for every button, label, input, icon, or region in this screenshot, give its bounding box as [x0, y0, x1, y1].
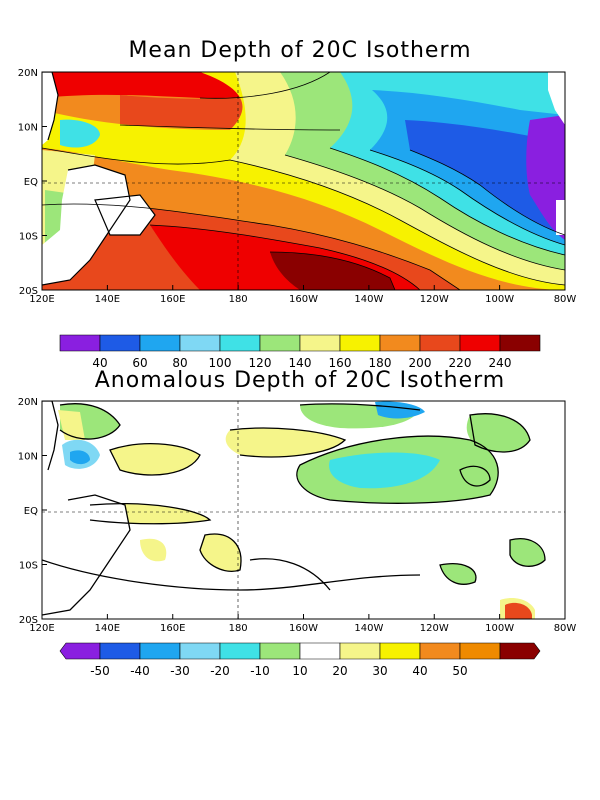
mean-colorbar-label-2: 80 [172, 356, 187, 370]
anomaly-colorbar-swatch-9 [419, 642, 461, 660]
anomaly-lon-label-0: 120E [29, 623, 54, 634]
anomaly-colorbar-label-1: -40 [130, 664, 150, 678]
mean-depth-map [42, 72, 565, 290]
anomaly-lat-label-0: 20N [18, 397, 38, 408]
mean-colorbar-label-8: 200 [409, 356, 432, 370]
mean-colorbar-swatch-8 [379, 334, 421, 352]
anomaly-colorbar-swatch-1 [99, 642, 141, 660]
mean-lon-label-5: 140W [354, 294, 383, 305]
anomaly-colorbar-swatch-2 [139, 642, 181, 660]
mean-colorbar-swatch-0 [59, 334, 101, 352]
anomaly-colorbar-swatch-11 [499, 642, 541, 660]
mean-lon-label-7: 100W [485, 294, 514, 305]
mean-colorbar-swatch-3 [179, 334, 221, 352]
anomaly-colorbar-label-6: 20 [332, 664, 347, 678]
mean-colorbar-label-9: 220 [449, 356, 472, 370]
mean-lon-label-6: 120W [420, 294, 449, 305]
anomaly-colorbar-label-8: 40 [412, 664, 427, 678]
mean-colorbar-label-3: 100 [209, 356, 232, 370]
mean-colorbar-swatch-2 [139, 334, 181, 352]
anomaly-colorbar-swatch-0 [59, 642, 101, 660]
anomaly-lat-label-1: 10N [18, 452, 38, 463]
anomaly-lat-label-4: 20S [19, 615, 38, 626]
mean-map-grid [42, 72, 565, 290]
mean-lon-label-8: 80W [554, 294, 577, 305]
mean-colorbar-label-5: 140 [289, 356, 312, 370]
mean-colorbar-label-0: 40 [92, 356, 107, 370]
anomaly-map-grid [42, 401, 565, 619]
anomaly-colorbar: -50 -40 -30 -20 -10 10 20 30 40 50 [59, 642, 541, 678]
anomaly-lon-label-4: 160W [289, 623, 318, 634]
anomaly-colorbar-label-9: 50 [452, 664, 467, 678]
mean-colorbar-swatch-10 [459, 334, 501, 352]
anomaly-colorbar-label-3: -20 [210, 664, 230, 678]
anomaly-lon-label-2: 160E [160, 623, 185, 634]
anomaly-lon-label-1: 140E [95, 623, 120, 634]
mean-lon-label-3: 180 [229, 294, 248, 305]
mean-lon-label-4: 160W [289, 294, 318, 305]
mean-colorbar-swatch-5 [259, 334, 301, 352]
anomaly-colorbar-label-0: -50 [90, 664, 110, 678]
anomaly-lon-label-3: 180 [229, 623, 248, 634]
mean-lat-label-1: 10N [18, 123, 38, 134]
mean-colorbar-label-6: 160 [329, 356, 352, 370]
anomaly-colorbar-swatch-10 [459, 642, 501, 660]
mean-lat-label-2: EQ [24, 177, 38, 188]
mean-colorbar-swatch-1 [99, 334, 141, 352]
anomaly-colorbar-label-4: -10 [250, 664, 270, 678]
mean-colorbar-swatch-9 [419, 334, 461, 352]
anomaly-lon-label-7: 100W [485, 623, 514, 634]
mean-colorbar-swatch-4 [219, 334, 261, 352]
anomaly-lon-label-6: 120W [420, 623, 449, 634]
anomaly-lat-label-2: EQ [24, 506, 38, 517]
mean-lon-label-1: 140E [95, 294, 120, 305]
mean-lat-label-0: 20N [18, 68, 38, 79]
anomaly-lat-label-3: 10S [19, 561, 38, 572]
mean-lon-label-2: 160E [160, 294, 185, 305]
mean-lat-label-4: 20S [19, 286, 38, 297]
anomaly-colorbar-swatch-3 [179, 642, 221, 660]
anomaly-colorbar-label-2: -30 [170, 664, 190, 678]
mean-colorbar-swatch-11 [499, 334, 541, 352]
anomaly-colorbar-label-5: 10 [292, 664, 307, 678]
anomaly-colorbar-label-7: 30 [372, 664, 387, 678]
mean-colorbar-label-1: 60 [132, 356, 147, 370]
anomaly-colorbar-swatch-5 [259, 642, 301, 660]
anomaly-colorbar-swatch-4 [219, 642, 261, 660]
anomaly-colorbar-swatch-8 [379, 642, 421, 660]
mean-colorbar-swatch-7 [339, 334, 381, 352]
anomaly-colorbar-swatch-7 [339, 642, 381, 660]
mean-lat-label-3: 10S [19, 232, 38, 243]
anomaly-lon-label-8: 80W [554, 623, 577, 634]
mean-colorbar-label-7: 180 [369, 356, 392, 370]
mean-colorbar-label-4: 120 [249, 356, 272, 370]
mean-lon-label-0: 120E [29, 294, 54, 305]
anomaly-depth-map [42, 401, 565, 619]
anomaly-depth-title: Anomalous Depth of 20C Isotherm [94, 368, 506, 393]
mean-colorbar-label-10: 240 [489, 356, 512, 370]
mean-colorbar: 40 60 80 100 120 140 160 180 200 220 240 [59, 334, 541, 370]
anomaly-colorbar-swatch-6 [299, 642, 341, 660]
mean-depth-title: Mean Depth of 20C Isotherm [128, 38, 472, 63]
anomaly-lon-label-5: 140W [354, 623, 383, 634]
mean-colorbar-swatch-6 [299, 334, 341, 352]
